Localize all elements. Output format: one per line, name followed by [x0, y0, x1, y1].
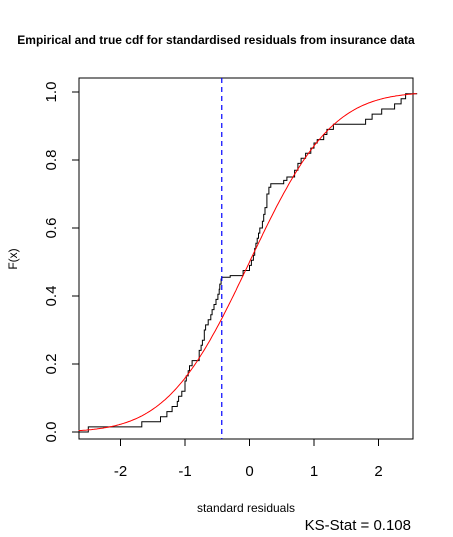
y-tick-label: 0.4 [43, 286, 60, 307]
x-tick-label: 0 [245, 463, 253, 480]
x-tick-label: 2 [374, 463, 382, 480]
ks-stat-annotation: KS-Stat = 0.108 [305, 517, 411, 534]
y-axis-label: F(x) [6, 248, 20, 269]
y-tick-label: 0.2 [43, 354, 60, 375]
chart-title: Empirical and true cdf for standardised … [17, 33, 415, 47]
y-axis: 0.0 0.2 0.4 0.6 0.8 1.0 [43, 82, 79, 443]
normal-cdf-curve [78, 93, 417, 432]
x-tick-label: -2 [114, 463, 127, 480]
x-tick-label: -1 [178, 463, 191, 480]
empirical-cdf-line [78, 93, 418, 433]
x-tick-label: 1 [310, 463, 318, 480]
y-tick-label: 0.8 [43, 150, 60, 171]
x-axis: -2 -1 0 1 2 [114, 439, 383, 480]
y-tick-label: 1.0 [43, 82, 60, 103]
y-tick-label: 0.0 [43, 422, 60, 443]
x-axis-label: standard residuals [197, 501, 295, 515]
y-tick-label: 0.6 [43, 218, 60, 239]
plot-area [78, 78, 418, 439]
plot-frame [78, 77, 414, 440]
